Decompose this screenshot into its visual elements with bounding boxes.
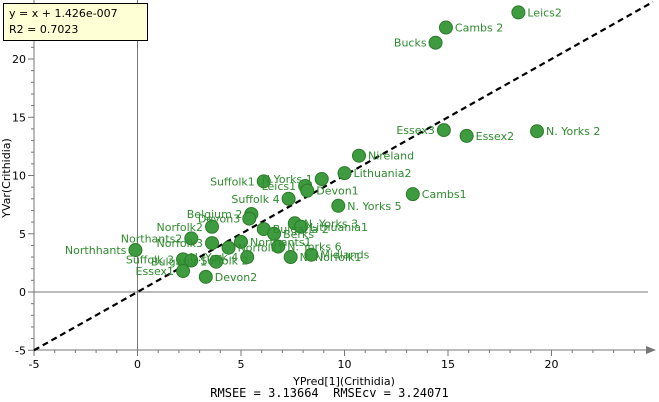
- data-point: [198, 269, 213, 284]
- point-label: Cambs 2: [455, 22, 503, 35]
- data-point: [314, 171, 329, 186]
- point-label: Lithuania2: [354, 167, 412, 180]
- data-points: [128, 5, 545, 284]
- x-axis-arrow: [646, 346, 656, 354]
- point-label: N.Yorks 1: [262, 173, 313, 186]
- point-label: Cambs1: [422, 188, 467, 201]
- r2-value: R2 = 0.7023: [9, 23, 79, 36]
- point-label: Norfolk3: [157, 237, 204, 250]
- data-point: [184, 231, 199, 246]
- data-point: [428, 35, 443, 50]
- point-label: Leics2: [527, 6, 562, 19]
- data-point: [530, 124, 545, 139]
- data-point: [294, 219, 309, 234]
- point-label: Devon3: [198, 213, 240, 226]
- point-label: N. Yorks 5: [347, 200, 401, 213]
- point-label: Suffolk 2: [200, 255, 248, 268]
- point-label: Berks: [283, 228, 314, 241]
- data-point: [234, 234, 248, 249]
- point-label: N. Norfolk1: [300, 251, 362, 264]
- point-label: Essex2: [476, 130, 515, 143]
- data-point: [256, 174, 271, 189]
- point-label: Northants2: [121, 232, 183, 245]
- point-label: N. Yorks 6: [287, 241, 341, 254]
- regression-equation-box: y = x + 1.426e-007 R2 = 0.7023: [3, 3, 148, 41]
- data-point: [205, 236, 220, 251]
- data-point: [304, 247, 319, 262]
- point-label: Norfolk1: [238, 242, 285, 255]
- x-tick-label: 0: [134, 358, 141, 371]
- data-point: [351, 148, 366, 163]
- data-point: [405, 187, 420, 202]
- point-label: Belgium 2: [187, 208, 243, 221]
- data-point: [240, 250, 255, 265]
- data-point: [281, 191, 296, 206]
- point-label: Midlands: [320, 249, 369, 262]
- x-tick-label: 15: [441, 358, 455, 371]
- point-label: Essex3: [396, 124, 435, 137]
- point-label: Devon1: [316, 185, 358, 198]
- point-label: Essex1: [136, 265, 175, 278]
- point-label: Bulgaria 1: [151, 256, 207, 269]
- y-tick-label: 15: [12, 111, 26, 124]
- regression-equation: y = x + 1.426e-007: [9, 7, 118, 20]
- data-point: [300, 183, 315, 198]
- x-tick-label: 5: [238, 358, 245, 371]
- point-label: Suffolk 3: [126, 253, 174, 266]
- rmse-stats: RMSEE = 3.13664 RMSEcv = 3.24071: [210, 386, 449, 400]
- data-point: [267, 226, 282, 241]
- data-point: [128, 243, 143, 258]
- data-point: [271, 239, 286, 254]
- x-tick-label: 20: [545, 358, 559, 371]
- data-point: [242, 211, 257, 226]
- point-label: Nireland: [368, 150, 414, 163]
- data-point: [283, 250, 298, 265]
- data-point: [436, 123, 451, 138]
- data-point: [205, 219, 220, 234]
- data-point: [511, 5, 526, 20]
- data-point: [184, 253, 199, 268]
- data-point: [221, 240, 236, 255]
- axes: -5 0 5 10 15 20 -5 0 5 10 15 20: [12, 0, 656, 371]
- point-label: Leics1: [262, 180, 297, 193]
- point-label: Northhants: [65, 244, 127, 257]
- data-point: [209, 254, 224, 269]
- y-axis-label: YVar(Crithidia): [0, 138, 13, 219]
- data-point: [331, 198, 346, 213]
- data-point: [337, 166, 352, 181]
- y-tick-label: -5: [15, 344, 26, 357]
- x-tick-label: -5: [29, 358, 40, 371]
- point-label: Bulgaria 2: [273, 223, 329, 236]
- y-tick-label: 10: [12, 170, 26, 183]
- point-label: Lithuania1: [310, 221, 368, 234]
- data-point: [459, 128, 474, 143]
- point-labels: Leics2 Cambs 2 Bucks N. Yorks 2 Essex3 Essex2…: [65, 6, 600, 283]
- y-tick-label: 0: [19, 286, 26, 299]
- point-label: Bucks: [394, 37, 427, 50]
- point-label: N. Yorks 2: [546, 125, 600, 138]
- point-label: Devon2: [215, 271, 257, 284]
- y-tick-label: 5: [19, 228, 26, 241]
- x-axis-label: YPred[1](Crithidia): [292, 375, 395, 388]
- x-tick-label: 10: [338, 358, 352, 371]
- data-point: [438, 20, 453, 35]
- point-label: Suffolk 4: [231, 193, 279, 206]
- point-label: Suffolk1: [210, 175, 255, 188]
- point-label: N. Yorks 3: [304, 217, 358, 230]
- point-label: Norfolk2: [157, 221, 204, 234]
- point-label: N. York 4: [190, 251, 239, 264]
- data-point: [176, 264, 191, 279]
- y-tick-label: 20: [12, 53, 26, 66]
- point-label: Northants1: [250, 236, 312, 249]
